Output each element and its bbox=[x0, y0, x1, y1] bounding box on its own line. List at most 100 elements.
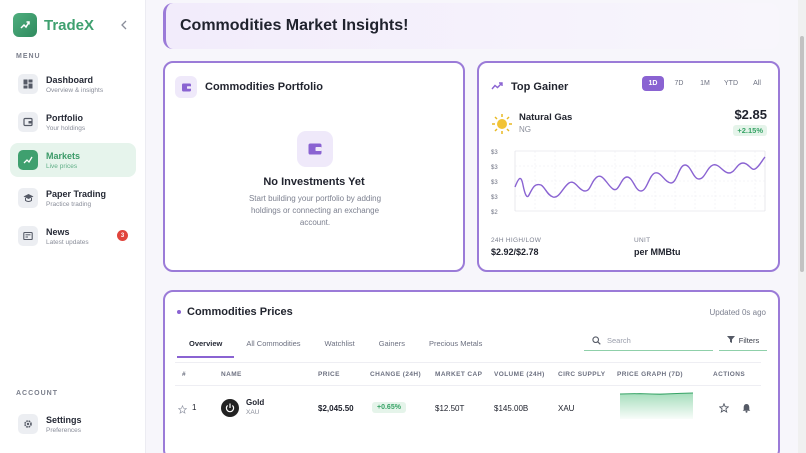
sparkline bbox=[620, 392, 693, 419]
nav-subtitle: Overview & insights bbox=[46, 86, 104, 94]
star-icon[interactable] bbox=[177, 401, 188, 419]
wallet-icon bbox=[297, 131, 333, 167]
tab-precious-metals[interactable]: Precious Metals bbox=[428, 339, 483, 348]
prices-tabs: Overview All Commodities Watchlist Gaine… bbox=[177, 335, 494, 358]
stat-value: per MMBtu bbox=[634, 247, 681, 257]
nav-title: Paper Trading bbox=[46, 188, 107, 199]
top-gainer-title: Top Gainer bbox=[511, 81, 569, 93]
sidebar-item-settings[interactable]: Settings Preferences bbox=[10, 407, 136, 441]
wallet-icon bbox=[175, 76, 197, 98]
brand-name: TradeX bbox=[44, 16, 95, 34]
y-tick-label: $3 bbox=[491, 150, 498, 156]
row-symbol: XAU bbox=[246, 409, 260, 416]
prices-title: Commodities Prices bbox=[187, 306, 293, 318]
asset-change: +2.15% bbox=[733, 125, 767, 136]
section-dot bbox=[177, 310, 181, 314]
filters-button[interactable]: Filters bbox=[719, 331, 767, 351]
portfolio-card: Commodities Portfolio No Investments Yet… bbox=[163, 61, 465, 272]
column-header[interactable]: ACTIONS bbox=[713, 371, 746, 378]
y-tick-label: $3 bbox=[491, 180, 498, 186]
nav-title: News bbox=[46, 226, 70, 237]
column-header[interactable]: # bbox=[182, 371, 187, 378]
column-header[interactable]: PRICE GRAPH (7D) bbox=[617, 371, 683, 378]
filter-icon bbox=[726, 336, 735, 345]
row-price: $2,045.50 bbox=[318, 404, 354, 413]
column-header[interactable]: NAME bbox=[221, 371, 242, 378]
gear-icon bbox=[18, 414, 38, 434]
column-header[interactable]: CHANGE (24H) bbox=[370, 371, 422, 378]
nav-title: Settings bbox=[46, 414, 82, 425]
brand[interactable]: TradeX bbox=[13, 13, 94, 37]
period-ytd[interactable]: YTD bbox=[724, 80, 738, 87]
row-rank: 1 bbox=[192, 403, 197, 412]
row-change: +0.65% bbox=[372, 402, 406, 413]
stat-value: $2.92/$2.78 bbox=[491, 247, 539, 257]
row-name[interactable]: Gold bbox=[246, 398, 265, 407]
period-7d[interactable]: 7D bbox=[674, 80, 684, 87]
sidebar-item-dashboard[interactable]: Dashboard Overview & insights bbox=[10, 67, 136, 101]
tab-gainers[interactable]: Gainers bbox=[378, 339, 405, 348]
column-header[interactable]: CIRC SUPPLY bbox=[558, 371, 606, 378]
sun-icon bbox=[491, 113, 513, 135]
chevron-left-icon[interactable] bbox=[118, 18, 130, 32]
column-header[interactable]: VOLUME (24H) bbox=[494, 371, 545, 378]
period-selector: 1D 7D 1M YTD All bbox=[642, 76, 768, 91]
dashboard-icon bbox=[18, 74, 38, 94]
row-volume: $145.00B bbox=[494, 404, 529, 413]
asset-price: $2.85 bbox=[734, 107, 767, 122]
stat-label: 24H HIGH/LOW bbox=[491, 237, 542, 244]
y-tick-label: $2 bbox=[491, 210, 498, 216]
nav-title: Dashboard bbox=[46, 74, 94, 85]
asset-name: Natural Gas bbox=[519, 112, 573, 123]
scrollbar-thumb[interactable] bbox=[800, 36, 804, 272]
sidebar-item-portfolio[interactable]: Portfolio Your holdings bbox=[10, 105, 136, 139]
table-header: # NAME PRICE CHANGE (24H) MARKET CAP VOL… bbox=[175, 362, 761, 386]
empty-state-description: Start building your portfolio by adding … bbox=[248, 194, 382, 227]
column-header[interactable]: MARKET CAP bbox=[435, 371, 483, 378]
updated-status: Updated 0s ago bbox=[709, 308, 767, 317]
tab-all-commodities[interactable]: All Commodities bbox=[246, 339, 301, 348]
trending-up-icon bbox=[18, 150, 38, 170]
sidebar-item-paper-trading[interactable]: Paper Trading Practice trading bbox=[10, 181, 136, 215]
search-input[interactable] bbox=[607, 336, 707, 345]
y-tick-label: $3 bbox=[491, 165, 498, 171]
search-box bbox=[584, 331, 713, 351]
y-tick-label: $3 bbox=[491, 195, 498, 201]
portfolio-title: Commodities Portfolio bbox=[205, 81, 323, 93]
notification-badge: 3 bbox=[117, 230, 128, 241]
nav-subtitle: Live prices bbox=[46, 162, 78, 170]
scrollbar[interactable] bbox=[798, 0, 806, 453]
commodities-prices-card: Commodities Prices Updated 0s ago Overvi… bbox=[163, 290, 780, 453]
column-header[interactable]: PRICE bbox=[318, 371, 340, 378]
period-1d[interactable]: 1D bbox=[642, 76, 664, 91]
graduation-cap-icon bbox=[18, 188, 38, 208]
bell-icon[interactable] bbox=[742, 400, 751, 418]
period-1m[interactable]: 1M bbox=[700, 80, 710, 87]
sidebar: TradeX MENU Dashboard Overview & insight… bbox=[0, 0, 146, 453]
tab-watchlist[interactable]: Watchlist bbox=[324, 339, 355, 348]
price-chart: $3 $3 $3 $3 $2 bbox=[491, 150, 766, 216]
nav-title: Portfolio bbox=[46, 112, 83, 123]
page-title: Commodities Market Insights! bbox=[180, 17, 409, 34]
nav-subtitle: Preferences bbox=[46, 426, 82, 434]
price-line bbox=[514, 156, 766, 198]
nav-subtitle: Practice trading bbox=[46, 200, 92, 208]
period-all[interactable]: All bbox=[753, 80, 761, 87]
tab-overview[interactable]: Overview bbox=[177, 335, 235, 358]
star-icon[interactable] bbox=[718, 400, 730, 418]
row-market-cap: $12.50T bbox=[435, 404, 465, 413]
nav-title: Markets bbox=[46, 150, 81, 161]
nav-subtitle: Latest updates bbox=[46, 238, 89, 246]
sidebar-item-markets[interactable]: Markets Live prices bbox=[10, 143, 136, 177]
asset-symbol: NG bbox=[519, 125, 531, 134]
empty-state-title: No Investments Yet bbox=[263, 176, 365, 188]
high-low-stat: 24H HIGH/LOW $2.92/$2.78 bbox=[491, 237, 541, 257]
newspaper-icon bbox=[18, 226, 38, 246]
stat-label: UNIT bbox=[634, 237, 651, 244]
sidebar-item-news[interactable]: News Latest updates 3 bbox=[10, 219, 136, 253]
trending-up-icon bbox=[13, 13, 37, 37]
table-row[interactable]: 1 Gold XAU $2,045.50 +0.65% $12.50T $145… bbox=[175, 388, 761, 428]
unit-stat: UNIT per MMBtu bbox=[634, 237, 681, 257]
power-icon bbox=[221, 399, 239, 417]
top-gainer-card: Top Gainer 1D 7D 1M YTD All Natural Gas … bbox=[477, 61, 780, 272]
